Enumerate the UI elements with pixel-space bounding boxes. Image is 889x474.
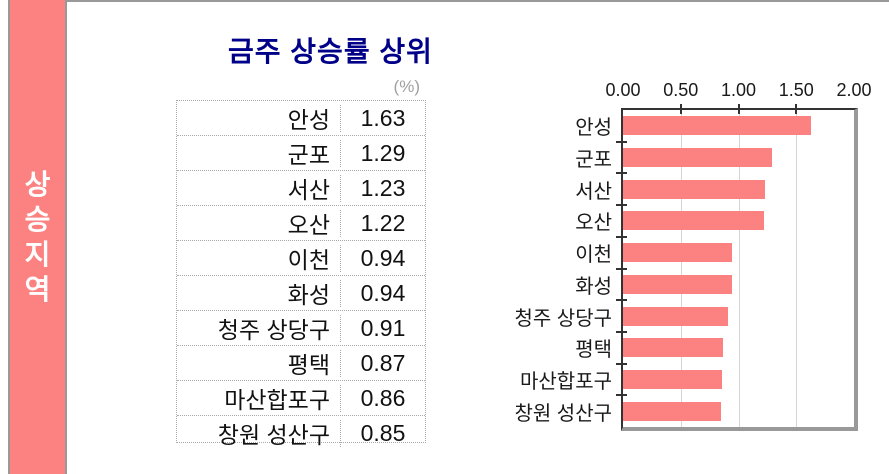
category-label: 이천 — [575, 244, 612, 267]
bar — [623, 116, 812, 136]
bar — [623, 148, 772, 168]
table-row: 화성 0.94 — [177, 276, 425, 311]
x-axis-tick — [679, 104, 682, 114]
region-cell: 마산합포구 — [224, 387, 330, 413]
sidebar-label-char: 승 — [24, 203, 51, 235]
top-divider — [10, 0, 889, 2]
region-cell: 평택 — [287, 352, 330, 378]
region-cell: 오산 — [287, 212, 330, 238]
bar-row — [623, 173, 854, 205]
rank-table: 안성 1.63 군포 1.29 서산 1.23 오산 1.22 이천 0.94 화성 0.94 청주 상… — [176, 100, 426, 448]
category-label: 화성 — [575, 275, 612, 298]
x-axis-tick — [795, 104, 798, 114]
table-row: 군포 1.29 — [177, 136, 425, 171]
bar-row — [623, 332, 854, 364]
table-row: 서산 1.23 — [177, 171, 425, 206]
bar — [623, 401, 722, 421]
bar-row — [623, 269, 854, 301]
bar-row — [623, 364, 854, 396]
category-label: 평택 — [575, 339, 612, 362]
x-tick-label: 1.50 — [778, 80, 814, 100]
gridline — [680, 110, 682, 427]
region-cell: 안성 — [287, 107, 330, 133]
x-tick-label: 0.00 — [605, 80, 641, 100]
unit-label: (%) — [393, 77, 420, 96]
table-row: 안성 1.63 — [177, 101, 425, 136]
bar — [623, 179, 766, 199]
y-axis-tick — [616, 235, 627, 238]
region-cell: 이천 — [287, 247, 330, 273]
value-cell: 1.63 — [340, 104, 425, 132]
category-label: 마산합포구 — [520, 370, 612, 393]
bar-chart-plot-area — [616, 104, 858, 431]
table-row: 청주 상당구 0.91 — [177, 311, 425, 346]
bar-row — [623, 205, 854, 237]
sidebar-label-char: 역 — [24, 273, 51, 305]
category-label: 안성 — [575, 117, 612, 140]
x-tick-label: 1.00 — [720, 80, 757, 100]
bar-row — [623, 300, 854, 332]
value-cell: 0.91 — [340, 314, 425, 342]
bar-chart-inner — [616, 104, 854, 427]
value-cell: 1.23 — [340, 174, 425, 202]
chart-x-axis-labels: 0.00 0.50 1.00 1.50 2.00 — [605, 80, 871, 100]
y-axis-tick — [616, 172, 627, 175]
table-row: 평택 0.87 — [177, 346, 425, 381]
table-row: 창원 성산구 0.85 — [177, 416, 425, 450]
x-tick-label: 0.50 — [663, 80, 699, 100]
bar — [623, 338, 724, 358]
x-tick-label: 2.00 — [836, 80, 872, 100]
gridline — [796, 110, 798, 427]
value-cell: 0.86 — [340, 384, 425, 412]
bar-row — [623, 142, 854, 174]
gridline — [738, 110, 740, 427]
y-axis-tick — [616, 299, 627, 302]
value-cell: 1.29 — [340, 139, 425, 167]
bar — [623, 211, 764, 231]
category-label: 군포 — [575, 149, 612, 172]
table-row: 오산 1.22 — [177, 206, 425, 241]
value-cell: 0.94 — [340, 244, 425, 272]
y-axis-tick — [616, 140, 627, 143]
bar-row — [623, 395, 854, 427]
region-cell: 서산 — [287, 177, 330, 203]
bar — [623, 369, 723, 389]
sidebar-label-char: 지 — [24, 238, 51, 270]
bar — [623, 243, 732, 263]
category-label: 오산 — [575, 212, 612, 235]
value-cell: 0.87 — [340, 349, 425, 377]
sidebar-label-char: 상 — [24, 168, 51, 200]
category-label: 서산 — [575, 180, 612, 203]
region-cell: 군포 — [287, 142, 330, 168]
table-row: 이천 0.94 — [177, 241, 425, 276]
bar — [623, 274, 732, 294]
y-axis-tick — [616, 394, 627, 397]
value-cell: 0.94 — [340, 279, 425, 307]
region-cell: 화성 — [287, 282, 330, 308]
bar-row — [623, 237, 854, 269]
y-axis-tick — [616, 330, 627, 333]
y-axis-tick — [616, 204, 627, 207]
category-label: 청주 상당구 — [514, 307, 612, 330]
bar — [623, 306, 729, 326]
value-cell: 0.85 — [340, 419, 425, 447]
y-axis-tick — [616, 362, 627, 365]
bar-row — [623, 110, 854, 142]
region-cell: 창원 성산구 — [217, 422, 330, 448]
page-title: 금주 상승률 상위 — [228, 36, 433, 67]
category-label: 창원 성산구 — [514, 402, 612, 425]
table-row: 마산합포구 0.86 — [177, 381, 425, 416]
region-cell: 청주 상당구 — [217, 317, 330, 343]
x-axis-tick — [737, 104, 740, 114]
y-axis-tick — [616, 267, 627, 270]
value-cell: 1.22 — [340, 209, 425, 237]
